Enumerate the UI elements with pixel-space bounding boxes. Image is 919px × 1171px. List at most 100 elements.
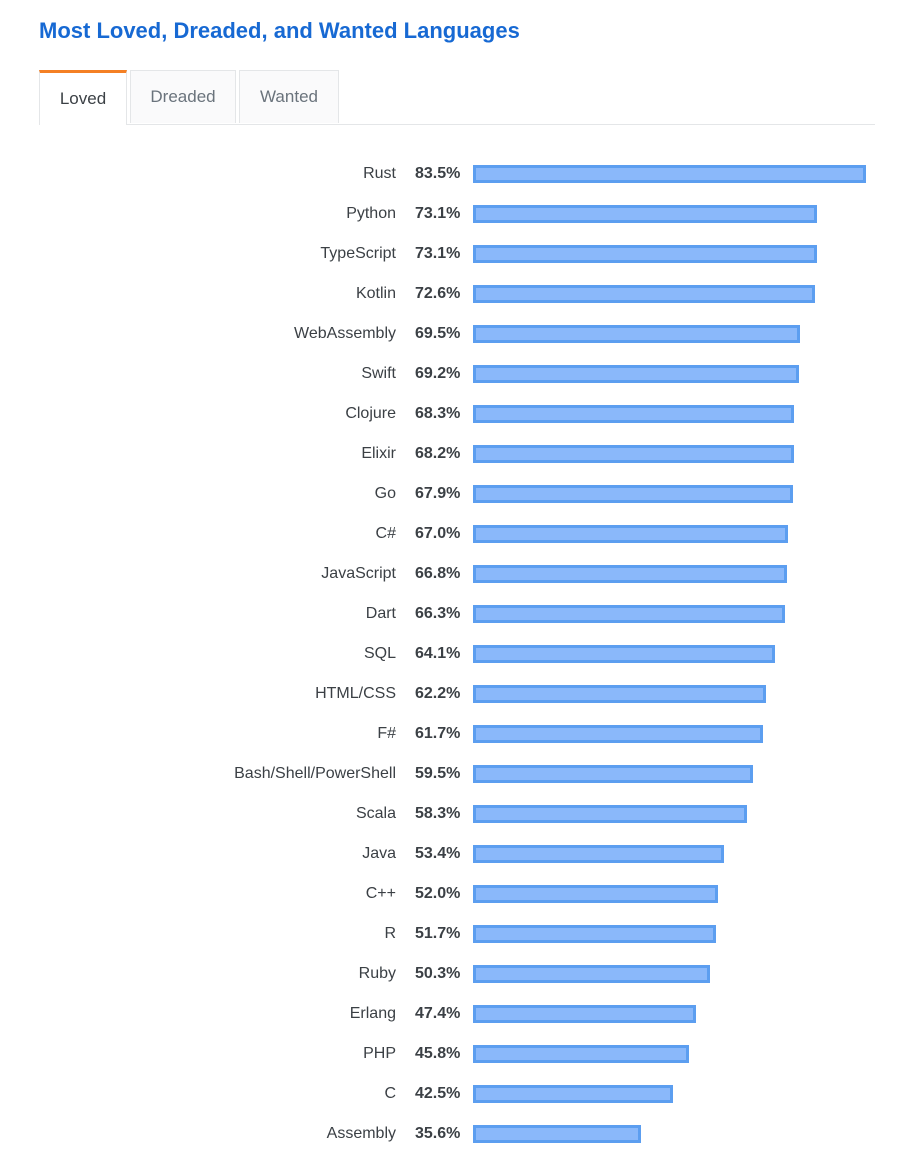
value-label: 58.3% xyxy=(415,805,461,822)
value-label: 45.8% xyxy=(415,1045,461,1062)
bar xyxy=(473,1045,689,1063)
value-label: 59.5% xyxy=(415,765,461,782)
chart-row: C++ 52.0% xyxy=(0,874,919,914)
chart-row: Swift 69.2% xyxy=(0,354,919,394)
chart-row: Bash/Shell/PowerShell 59.5% xyxy=(0,754,919,794)
bar xyxy=(473,725,763,743)
category-label: HTML/CSS xyxy=(315,685,396,702)
value-label: 67.9% xyxy=(415,485,461,502)
category-label: Clojure xyxy=(345,405,396,422)
chart-row: Scala 58.3% xyxy=(0,794,919,834)
chart-row: WebAssembly 69.5% xyxy=(0,314,919,354)
chart-row: Elixir 68.2% xyxy=(0,434,919,474)
chart-row: Python 73.1% xyxy=(0,194,919,234)
bar xyxy=(473,205,817,223)
value-label: 62.2% xyxy=(415,685,461,702)
bar xyxy=(473,525,788,543)
bar xyxy=(473,365,799,383)
chart-row: Kotlin 72.6% xyxy=(0,274,919,314)
bar xyxy=(473,485,793,503)
chart-row: Ruby 50.3% xyxy=(0,954,919,994)
category-label: Java xyxy=(362,845,396,862)
category-label: SQL xyxy=(363,645,396,662)
chart-row: Clojure 68.3% xyxy=(0,394,919,434)
bar xyxy=(473,925,716,943)
bar xyxy=(473,885,718,903)
value-label: 64.1% xyxy=(415,645,461,662)
value-label: 73.1% xyxy=(415,245,461,262)
category-label: Bash/Shell/PowerShell xyxy=(234,765,396,782)
chart-row: Assembly 35.6% xyxy=(0,1114,919,1154)
category-label: Rust xyxy=(363,165,396,182)
value-label: 61.7% xyxy=(415,725,461,742)
chart-row: HTML/CSS 62.2% xyxy=(0,674,919,714)
category-label: Swift xyxy=(361,365,396,382)
tab-bar: Loved Dreaded Wanted xyxy=(39,70,875,125)
bar xyxy=(473,245,817,263)
value-label: 42.5% xyxy=(415,1085,461,1102)
value-label: 67.0% xyxy=(415,525,461,542)
chart-row: SQL 64.1% xyxy=(0,634,919,674)
bar xyxy=(473,1125,641,1143)
bar xyxy=(473,805,747,823)
bar xyxy=(473,765,753,783)
category-label: C++ xyxy=(365,885,396,902)
category-label: R xyxy=(384,925,396,942)
bar xyxy=(473,325,800,343)
bar xyxy=(473,845,724,863)
tab-loved[interactable]: Loved xyxy=(39,70,127,125)
tab-wanted[interactable]: Wanted xyxy=(239,70,339,123)
bar xyxy=(473,285,815,303)
value-label: 47.4% xyxy=(415,1005,461,1022)
tab-dreaded[interactable]: Dreaded xyxy=(130,70,236,123)
value-label: 69.5% xyxy=(415,325,461,342)
value-label: 68.3% xyxy=(415,405,461,422)
category-label: Elixir xyxy=(361,445,396,462)
category-label: TypeScript xyxy=(320,245,396,262)
value-label: 35.6% xyxy=(415,1125,461,1142)
category-label: JavaScript xyxy=(321,565,396,582)
chart-row: Erlang 47.4% xyxy=(0,994,919,1034)
bar xyxy=(473,165,866,183)
value-label: 50.3% xyxy=(415,965,461,982)
chart-row: Rust 83.5% xyxy=(0,154,919,194)
bar xyxy=(473,605,785,623)
category-label: Dart xyxy=(365,605,396,622)
chart-row: Dart 66.3% xyxy=(0,594,919,634)
bar xyxy=(473,445,794,463)
value-label: 53.4% xyxy=(415,845,461,862)
category-label: C# xyxy=(375,525,396,542)
category-label: F# xyxy=(377,725,396,742)
category-label: Kotlin xyxy=(355,285,396,302)
chart-row: F# 61.7% xyxy=(0,714,919,754)
category-label: Assembly xyxy=(326,1125,396,1142)
category-label: Python xyxy=(346,205,396,222)
chart-row: TypeScript 73.1% xyxy=(0,234,919,274)
category-label: Go xyxy=(374,485,396,502)
value-label: 72.6% xyxy=(415,285,461,302)
chart-row: Java 53.4% xyxy=(0,834,919,874)
category-label: Ruby xyxy=(358,965,396,982)
chart-title: Most Loved, Dreaded, and Wanted Language… xyxy=(39,18,520,43)
bar xyxy=(473,685,766,703)
bar xyxy=(473,405,794,423)
value-label: 69.2% xyxy=(415,365,461,382)
value-label: 51.7% xyxy=(415,925,461,942)
bar xyxy=(473,565,787,583)
chart-row: R 51.7% xyxy=(0,914,919,954)
chart-row: C# 67.0% xyxy=(0,514,919,554)
value-label: 68.2% xyxy=(415,445,461,462)
value-label: 52.0% xyxy=(415,885,461,902)
bar xyxy=(473,1085,673,1103)
value-label: 73.1% xyxy=(415,205,461,222)
bar xyxy=(473,645,775,663)
category-label: Erlang xyxy=(349,1005,396,1022)
chart-row: Go 67.9% xyxy=(0,474,919,514)
bar xyxy=(473,965,710,983)
category-label: Scala xyxy=(355,805,396,822)
category-label: PHP xyxy=(363,1045,396,1062)
chart-row: JavaScript 66.8% xyxy=(0,554,919,594)
value-label: 66.8% xyxy=(415,565,461,582)
value-label: 83.5% xyxy=(415,165,461,182)
